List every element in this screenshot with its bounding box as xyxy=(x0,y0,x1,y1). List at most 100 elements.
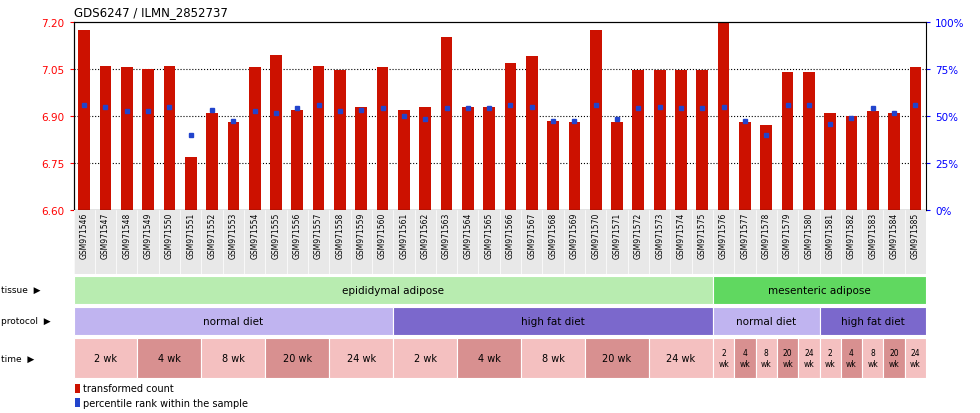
Text: tissue  ▶: tissue ▶ xyxy=(1,286,40,294)
Bar xyxy=(739,123,751,211)
Bar xyxy=(547,121,559,211)
Bar xyxy=(419,107,431,211)
Text: GSM971550: GSM971550 xyxy=(165,212,173,258)
Text: GSM971561: GSM971561 xyxy=(400,212,409,258)
Bar xyxy=(888,114,900,211)
Text: 24
wk: 24 wk xyxy=(910,349,921,368)
Text: 20
wk: 20 wk xyxy=(889,349,900,368)
Text: GSM971572: GSM971572 xyxy=(634,212,643,258)
Bar xyxy=(819,307,926,335)
Text: 2 wk: 2 wk xyxy=(414,353,437,363)
Bar xyxy=(121,68,132,211)
Bar xyxy=(201,338,266,378)
Bar xyxy=(74,338,137,378)
Text: 8 wk: 8 wk xyxy=(542,353,564,363)
Text: GSM971549: GSM971549 xyxy=(144,212,153,258)
Bar xyxy=(142,70,154,211)
Text: 8 wk: 8 wk xyxy=(221,353,245,363)
Text: 4
wk: 4 wk xyxy=(846,349,857,368)
Bar xyxy=(782,73,794,211)
Text: GSM971583: GSM971583 xyxy=(868,212,877,258)
Text: GSM971551: GSM971551 xyxy=(186,212,195,258)
Text: transformed count: transformed count xyxy=(83,383,174,393)
Text: 4 wk: 4 wk xyxy=(477,353,501,363)
Text: GSM971577: GSM971577 xyxy=(741,212,750,258)
Bar xyxy=(376,68,388,211)
Text: 4 wk: 4 wk xyxy=(158,353,181,363)
Text: normal diet: normal diet xyxy=(203,316,264,326)
Text: 4
wk: 4 wk xyxy=(740,349,751,368)
Text: GSM971576: GSM971576 xyxy=(719,212,728,258)
Bar xyxy=(78,31,90,211)
Text: GSM971562: GSM971562 xyxy=(420,212,429,258)
Text: 2
wk: 2 wk xyxy=(718,349,729,368)
Text: GSM971569: GSM971569 xyxy=(570,212,579,258)
Text: 2 wk: 2 wk xyxy=(94,353,117,363)
Bar xyxy=(760,126,772,211)
Text: GSM971556: GSM971556 xyxy=(293,212,302,258)
Bar xyxy=(249,68,261,211)
Text: GSM971573: GSM971573 xyxy=(656,212,664,258)
Text: GSM971563: GSM971563 xyxy=(442,212,451,258)
Bar xyxy=(462,107,473,211)
Bar xyxy=(206,114,218,211)
Text: GSM971566: GSM971566 xyxy=(506,212,514,258)
Text: 8
wk: 8 wk xyxy=(867,349,878,368)
Text: GSM971560: GSM971560 xyxy=(378,212,387,258)
Text: GSM971559: GSM971559 xyxy=(357,212,366,258)
Bar xyxy=(632,71,644,211)
Bar xyxy=(867,112,879,211)
Text: GSM971570: GSM971570 xyxy=(591,212,600,258)
Bar xyxy=(74,398,80,407)
Bar xyxy=(334,71,346,211)
Text: GSM971568: GSM971568 xyxy=(549,212,558,258)
Text: GSM971547: GSM971547 xyxy=(101,212,110,258)
Text: 8
wk: 8 wk xyxy=(760,349,771,368)
Bar xyxy=(457,338,521,378)
Text: GSM971584: GSM971584 xyxy=(890,212,899,258)
Text: GSM971546: GSM971546 xyxy=(79,212,88,258)
Text: 2
wk: 2 wk xyxy=(825,349,836,368)
Text: GSM971565: GSM971565 xyxy=(485,212,494,258)
Bar xyxy=(100,66,112,211)
Bar xyxy=(505,64,516,211)
Text: 24 wk: 24 wk xyxy=(347,353,375,363)
Text: GSM971553: GSM971553 xyxy=(229,212,238,258)
Bar xyxy=(612,123,623,211)
Text: normal diet: normal diet xyxy=(736,316,797,326)
Text: time  ▶: time ▶ xyxy=(1,354,34,363)
Text: high fat diet: high fat diet xyxy=(841,316,905,326)
Bar xyxy=(654,71,665,211)
Text: GSM971578: GSM971578 xyxy=(761,212,770,258)
Bar xyxy=(862,338,884,378)
Text: GSM971564: GSM971564 xyxy=(464,212,472,258)
Bar xyxy=(819,338,841,378)
Bar xyxy=(712,307,819,335)
Bar xyxy=(521,338,585,378)
Bar xyxy=(675,71,687,211)
Text: 20 wk: 20 wk xyxy=(603,353,631,363)
Bar xyxy=(649,338,713,378)
Text: GSM971582: GSM971582 xyxy=(847,212,856,258)
Bar xyxy=(526,57,538,211)
Bar xyxy=(585,338,649,378)
Text: 24 wk: 24 wk xyxy=(666,353,696,363)
Text: GSM971579: GSM971579 xyxy=(783,212,792,258)
Bar xyxy=(717,23,729,211)
Bar xyxy=(74,276,712,304)
Text: GSM971555: GSM971555 xyxy=(271,212,280,258)
Text: mesenteric adipose: mesenteric adipose xyxy=(768,285,871,295)
Text: GSM971567: GSM971567 xyxy=(527,212,536,258)
Text: GSM971585: GSM971585 xyxy=(911,212,920,258)
Bar xyxy=(185,157,197,211)
Text: epididymal adipose: epididymal adipose xyxy=(342,285,444,295)
Text: 20 wk: 20 wk xyxy=(283,353,312,363)
Text: GSM971557: GSM971557 xyxy=(315,212,323,258)
Text: 24
wk: 24 wk xyxy=(804,349,814,368)
Bar xyxy=(398,110,410,211)
Bar xyxy=(756,338,777,378)
Bar xyxy=(329,338,393,378)
Text: high fat diet: high fat diet xyxy=(521,316,585,326)
Bar xyxy=(356,107,368,211)
Bar xyxy=(393,307,712,335)
